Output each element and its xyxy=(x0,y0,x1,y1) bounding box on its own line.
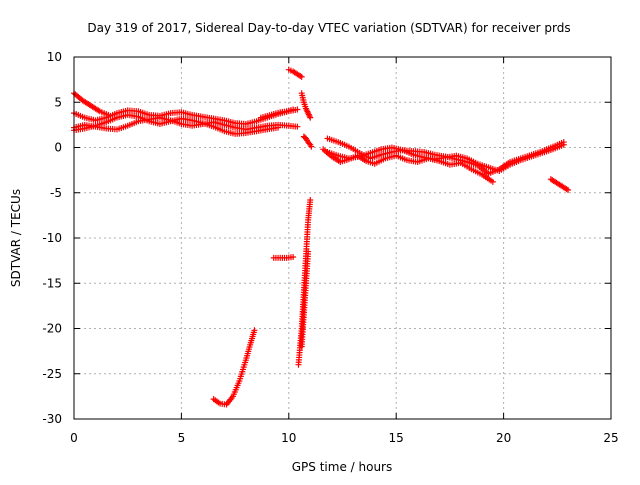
y-tick-label: -20 xyxy=(42,322,62,336)
x-tick-label: 0 xyxy=(70,431,78,445)
data-point xyxy=(307,196,314,203)
series-flat-minus-12 xyxy=(270,254,297,261)
series-late-tail xyxy=(547,176,572,194)
y-tick-label: -30 xyxy=(42,412,62,426)
data-point xyxy=(251,327,258,334)
y-tick-label: -15 xyxy=(42,276,62,290)
y-axis-title: SDTVAR / TECUs xyxy=(9,189,23,287)
x-tick-label: 20 xyxy=(496,431,511,445)
series-peak-near-10 xyxy=(285,66,305,80)
y-tick-label: -25 xyxy=(42,367,62,381)
series-late-rise xyxy=(257,106,297,121)
y-tick-label: -10 xyxy=(42,231,62,245)
x-axis-title: GPS time / hours xyxy=(292,460,393,474)
data-point xyxy=(560,141,567,148)
data-point xyxy=(305,248,312,255)
series-vertical-recovery-b xyxy=(298,248,312,350)
data-point xyxy=(306,140,313,147)
series-upper-band-c xyxy=(71,111,282,137)
y-tick-label: 10 xyxy=(47,50,62,64)
data-point xyxy=(308,143,315,150)
y-tick-label: -5 xyxy=(50,186,62,200)
data-point xyxy=(105,111,112,118)
data-point xyxy=(275,124,282,131)
data-point xyxy=(290,106,297,113)
data-point xyxy=(294,123,301,130)
data-point xyxy=(307,114,314,121)
data-point xyxy=(489,178,496,185)
data-point xyxy=(298,73,305,80)
series-afternoon-c xyxy=(320,146,496,185)
grid xyxy=(74,57,611,419)
series-deep-dip xyxy=(210,327,258,408)
series-short-segment-10.7 xyxy=(300,133,315,150)
series-early-decline xyxy=(71,90,112,118)
data-layer xyxy=(71,66,572,408)
x-tick-label: 10 xyxy=(281,431,296,445)
series-drop-10.6 xyxy=(298,90,314,121)
y-tick-label: 0 xyxy=(54,141,62,155)
data-point xyxy=(565,187,572,194)
y-tick-label: 5 xyxy=(54,95,62,109)
data-point xyxy=(290,254,297,261)
axis-ticks: 0 5 10 15 20 25 10 5 0 -5 -10 -15 -20 -25 -30 xyxy=(42,50,618,445)
x-tick-label: 25 xyxy=(603,431,618,445)
x-tick-label: 5 xyxy=(178,431,186,445)
chart-title: Day 319 of 2017, Sidereal Day-to-day VTE… xyxy=(87,21,570,35)
x-tick-label: 15 xyxy=(389,431,404,445)
